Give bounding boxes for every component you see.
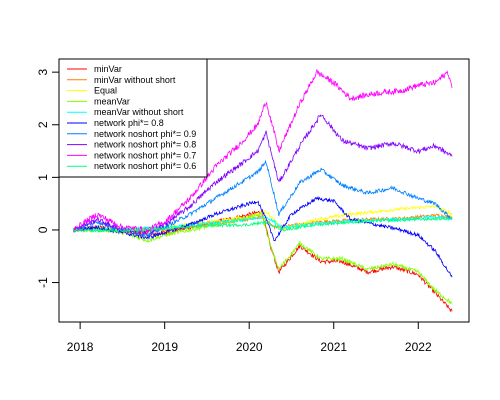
x-tick-label: 2022 <box>405 340 432 354</box>
legend-label: network phi*= 0.8 <box>94 118 164 128</box>
legend-label: minVar without short <box>94 75 176 85</box>
series-line-6 <box>73 159 453 239</box>
y-axis: -1 0 1 2 3 <box>36 68 60 288</box>
x-tick-label: 2019 <box>151 340 178 354</box>
y-tick-label: 1 <box>36 174 50 181</box>
y-tick-label: -1 <box>36 277 50 288</box>
legend-label: meanVar <box>94 96 130 106</box>
series-layer <box>73 68 453 313</box>
legend-label: network noshort phi*= 0.7 <box>94 150 196 160</box>
y-tick-label: 0 <box>36 226 50 233</box>
series-line-8 <box>73 68 453 234</box>
x-tick-label: 2018 <box>67 340 94 354</box>
series-line-3 <box>73 212 453 305</box>
y-tick-label: 2 <box>36 121 50 128</box>
legend-label: meanVar without short <box>94 107 184 117</box>
legend-box <box>58 58 208 178</box>
x-tick-label: 2021 <box>320 340 347 354</box>
x-axis: 2018 2019 2020 2021 2022 <box>67 321 432 354</box>
y-tick-label: 3 <box>36 68 50 75</box>
series-line-9 <box>73 215 453 234</box>
x-tick-label: 2020 <box>236 340 263 354</box>
series-line-5 <box>73 195 453 278</box>
legend-label: network noshort phi*= 0.9 <box>94 129 196 139</box>
legend-label: minVar <box>94 64 122 74</box>
series-line-0 <box>73 209 453 313</box>
legend-label: network noshort phi*= 0.6 <box>94 161 196 171</box>
legend-label: Equal <box>94 86 117 96</box>
legend-label: network noshort phi*= 0.8 <box>94 140 196 150</box>
